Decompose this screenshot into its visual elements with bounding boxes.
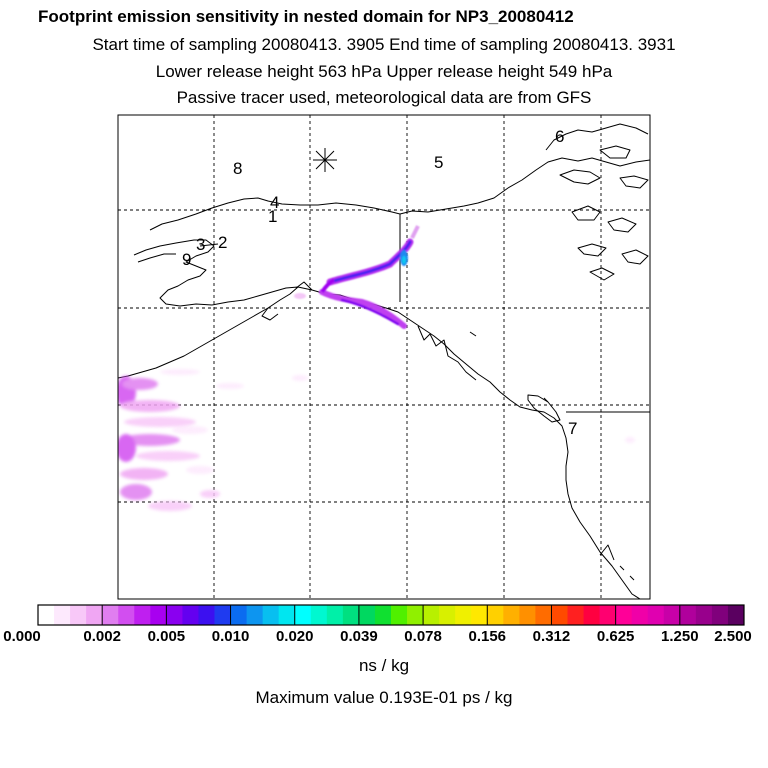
colorbar-tick-label: 0.005 (147, 628, 186, 645)
receptor-label: 6 (555, 127, 564, 146)
release-height-line: Lower release height 563 hPa Upper relea… (155, 62, 613, 81)
colorbar-swatch (631, 605, 649, 625)
colorbar-swatch (54, 605, 71, 625)
colorbar-tick-label: 0.000 (3, 628, 41, 645)
colorbar-swatch (246, 605, 264, 625)
colorbar-swatch (551, 605, 568, 625)
lat-lon-grid (118, 115, 650, 599)
colorbar-swatch (182, 605, 199, 625)
colorbar-tick-label: 0.312 (532, 628, 571, 645)
colorbar-swatch (278, 605, 296, 625)
colorbar-swatch (599, 605, 617, 625)
colorbar-swatch (294, 605, 312, 625)
receptor-label: 9 (182, 250, 191, 269)
receptor-label: 8 (233, 159, 242, 178)
colorbar-swatch (679, 605, 697, 625)
coastlines (118, 123, 650, 599)
colorbar-tick-label: 0.156 (468, 628, 507, 645)
map-title: Footprint emission sensitivity in nested… (38, 7, 574, 26)
colorbar-swatch (86, 605, 103, 625)
colorbar-swatch (455, 605, 472, 625)
sampling-time-line: Start time of sampling 20080413. 3905 En… (92, 35, 676, 54)
colorbar-swatch (134, 605, 151, 625)
colorbar-tick-label: 0.625 (596, 628, 635, 645)
asterisk-icon (313, 148, 337, 172)
colorbar-tick-label: 2.500 (714, 628, 752, 645)
colorbar-tick-label: 0.020 (275, 628, 314, 645)
colorbar-swatch (102, 605, 119, 625)
colorbar-swatch (118, 605, 135, 625)
diffuse-sensitivity-west (118, 369, 635, 511)
colorbar-swatch (567, 605, 584, 625)
colorbar-tick-label: 0.039 (340, 628, 378, 645)
receptor-label: 1 (268, 207, 277, 226)
colorbar-swatch (519, 605, 536, 625)
receptor-label: 2 (218, 233, 227, 252)
colorbar-swatch (326, 605, 344, 625)
colorbar-swatch (358, 605, 376, 625)
colorbar-swatch (391, 605, 408, 625)
receptor-label: 7 (568, 419, 577, 438)
colorbar-swatch (198, 605, 215, 625)
colorbar-swatch (487, 605, 504, 625)
colorbar-swatch (423, 605, 440, 625)
colorbar-swatch (711, 605, 729, 625)
colorbar-swatch (647, 605, 665, 625)
tracer-info-line: Passive tracer used, meteorological data… (176, 88, 592, 107)
colorbar (37, 604, 745, 626)
receptor-label: 3 (196, 235, 205, 254)
colorbar-swatch (583, 605, 600, 625)
colorbar-swatch (310, 605, 328, 625)
colorbar-swatch (503, 605, 520, 625)
colorbar-tick-label: 1.250 (661, 628, 699, 645)
colorbar-swatch (342, 605, 360, 625)
colorbar-swatch (230, 605, 247, 625)
colorbar-tick-label: 0.010 (211, 628, 250, 645)
receptor-label: 5 (434, 153, 443, 172)
colorbar-swatch (214, 605, 231, 625)
colorbar-swatch (407, 605, 424, 625)
colorbar-swatch (150, 605, 167, 625)
colorbar-swatch (615, 605, 633, 625)
colorbar-swatch (663, 605, 681, 625)
receptor-label: 4 (270, 193, 279, 212)
colorbar-tick-label: 0.078 (404, 628, 442, 645)
colorbar-swatch (471, 605, 488, 625)
colorbar-swatch (727, 605, 745, 625)
colorbar-swatch (38, 605, 55, 625)
colorbar-swatch (535, 605, 552, 625)
colorbar-tick-label: 0.002 (83, 628, 121, 645)
map-frame (117, 114, 651, 600)
colorbar-swatch (695, 605, 713, 625)
colorbar-swatch (262, 605, 280, 625)
colorbar-swatch (439, 605, 456, 625)
colorbar-swatch (374, 605, 392, 625)
colorbar-swatch (166, 605, 183, 625)
colorbar-units: ns / kg (358, 656, 410, 675)
colorbar-swatch (70, 605, 87, 625)
maximum-value-text: Maximum value 0.193E-01 ps / kg (255, 688, 513, 707)
emission-sensitivity-field (294, 225, 420, 329)
